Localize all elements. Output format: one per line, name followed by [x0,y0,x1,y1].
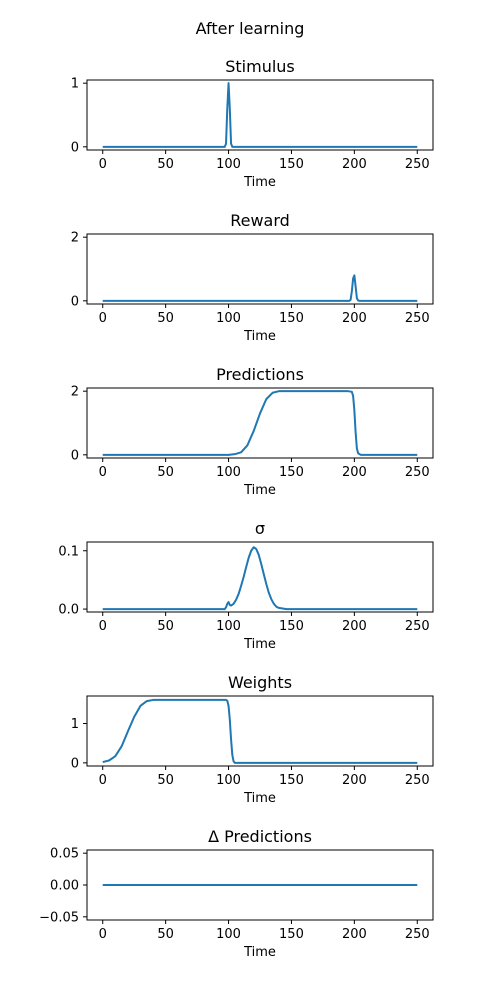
subplot-title: σ [255,519,265,538]
x-tick-label: 150 [279,773,304,788]
x-tick-label: 250 [405,157,430,172]
x-tick-label: 150 [279,465,304,480]
x-tick-label: 50 [157,927,174,942]
x-tick-label: 250 [405,773,430,788]
y-tick-label: −0.05 [39,910,79,925]
series-line [102,274,418,302]
x-tick-label: 100 [216,619,241,634]
y-tick-label: 0.1 [58,544,79,559]
subplot-title: Weights [228,673,292,692]
x-axis-label: Time [243,483,276,498]
y-tick-label: 2 [71,231,79,246]
y-tick-label: 0.0 [58,603,79,618]
x-tick-label: 0 [99,465,107,480]
axes-frame [86,695,434,767]
x-tick-label: 0 [99,773,107,788]
x-tick-label: 50 [157,311,174,326]
subplot-title: Predictions [216,365,304,384]
x-tick-label: 250 [405,465,430,480]
axes-frame [86,541,434,613]
x-tick-label: 200 [342,465,367,480]
axes-frame [86,79,434,151]
x-tick-label: 200 [342,927,367,942]
x-tick-label: 200 [342,773,367,788]
axes-frame [86,387,434,459]
x-axis-label: Time [243,329,276,344]
series-line [102,82,418,148]
subplot-title: Stimulus [225,57,295,76]
x-tick-label: 0 [99,927,107,942]
y-tick-label: 1 [71,77,79,92]
x-axis-label: Time [243,791,276,806]
x-tick-label: 250 [405,311,430,326]
series-line [102,390,418,456]
x-axis-label: Time [243,175,276,190]
subplot-4: σ 0 50 100 150 200 250 0.0 0.1 Time [58,519,434,652]
x-tick-label: 0 [99,157,107,172]
x-axis-label: Time [243,945,276,960]
x-tick-label: 50 [157,465,174,480]
x-tick-label: 150 [279,157,304,172]
figure-title: After learning [196,19,305,38]
x-tick-label: 100 [216,465,241,480]
subplot-2: Reward 0 50 100 150 200 250 0 2 Time [71,211,434,344]
axes-frame [86,233,434,305]
subplot-5: Weights 0 50 100 150 200 250 0 1 Time [71,673,434,806]
x-tick-label: 250 [405,927,430,942]
x-tick-label: 0 [99,619,107,634]
x-tick-label: 150 [279,927,304,942]
y-tick-label: 0 [71,756,79,771]
subplot-title: Reward [230,211,290,230]
x-tick-label: 100 [216,311,241,326]
x-tick-label: 250 [405,619,430,634]
x-tick-label: 200 [342,157,367,172]
y-tick-label: 0.00 [50,879,79,894]
subplot-title: Δ Predictions [208,827,312,846]
x-tick-label: 200 [342,311,367,326]
x-tick-label: 0 [99,311,107,326]
x-tick-label: 200 [342,619,367,634]
x-tick-label: 100 [216,773,241,788]
y-tick-label: 0 [71,140,79,155]
series-line [102,546,418,611]
x-tick-label: 50 [157,619,174,634]
x-tick-label: 150 [279,619,304,634]
subplot-6: Δ Predictions 0 50 100 150 200 250 −0.05 0.00 0.0… [39,827,434,960]
x-tick-label: 50 [157,773,174,788]
subplot-1: Stimulus 0 50 100 150 200 250 0 1 Time [71,57,434,190]
x-tick-label: 100 [216,157,241,172]
y-tick-label: 0.05 [50,847,79,862]
x-tick-label: 100 [216,927,241,942]
y-tick-label: 2 [71,385,79,400]
y-tick-label: 0 [71,294,79,309]
x-axis-label: Time [243,637,276,652]
x-tick-label: 150 [279,311,304,326]
series-line [102,698,418,764]
subplot-3: Predictions 0 50 100 150 200 250 0 2 Time [71,365,434,498]
y-tick-label: 0 [71,448,79,463]
y-tick-label: 1 [71,717,79,732]
x-tick-label: 50 [157,157,174,172]
